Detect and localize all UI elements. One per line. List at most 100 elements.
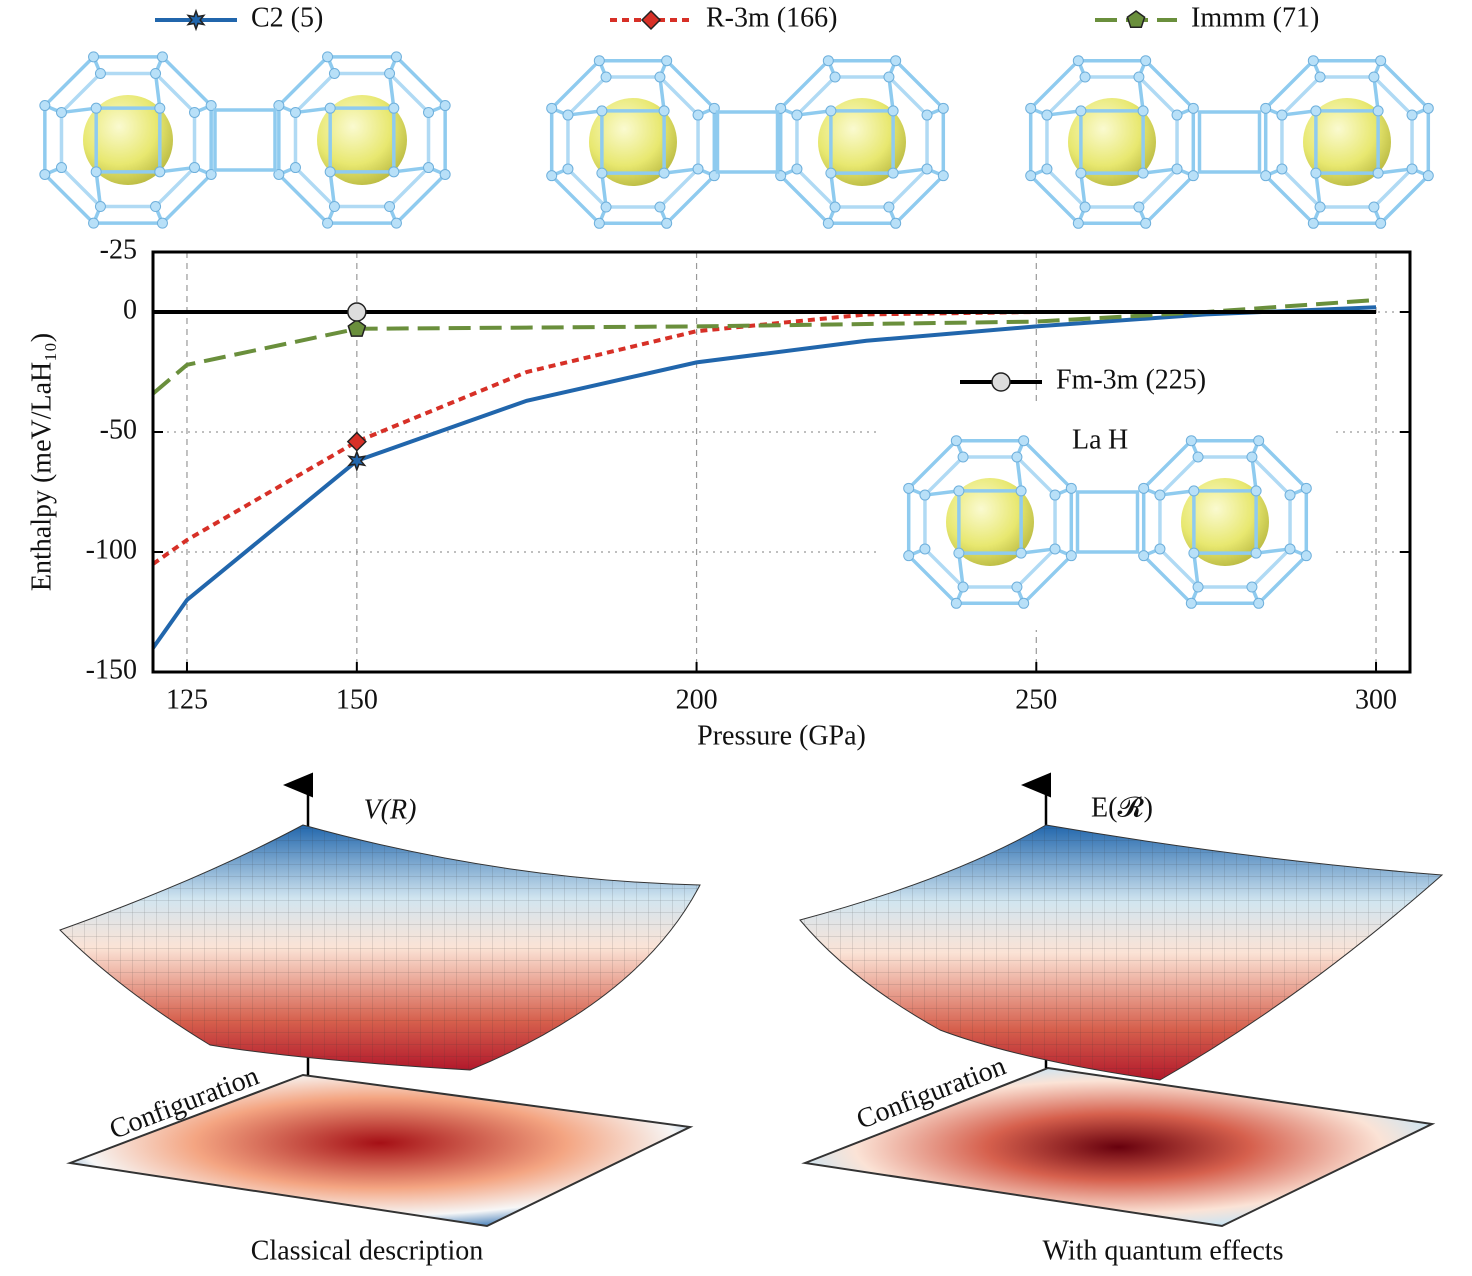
- cage-edge: [1159, 489, 1195, 497]
- h-atom: [1041, 163, 1053, 175]
- x-tick-label: 250: [1015, 684, 1057, 715]
- la-atom: [946, 478, 1034, 566]
- cage-edge: [658, 76, 666, 112]
- h-atom: [384, 201, 396, 213]
- marker: [346, 431, 367, 452]
- cage-edge: [159, 165, 195, 174]
- legend-label: Fm-3m (225): [1056, 364, 1206, 395]
- h-atom: [1276, 109, 1288, 121]
- h-atom: [1368, 71, 1380, 83]
- h-atom: [1406, 109, 1418, 121]
- cage-edge: [61, 106, 97, 115]
- h-atom: [890, 217, 902, 229]
- la-atom: [83, 95, 173, 185]
- axis-label: E(𝓡): [1091, 792, 1153, 823]
- h-atom: [1185, 597, 1197, 609]
- cage-edge: [1255, 547, 1291, 555]
- cage-edge: [796, 109, 832, 117]
- h-atom: [1072, 55, 1084, 67]
- cage-edge: [1015, 456, 1023, 492]
- h-atom: [1250, 547, 1262, 559]
- right-surface: [799, 772, 1444, 1228]
- x-tick-label: 200: [676, 684, 718, 715]
- h-atom: [94, 67, 106, 79]
- floor: [66, 1073, 694, 1228]
- h-atom: [546, 170, 558, 182]
- marker: [347, 449, 367, 472]
- cage-edge: [1020, 547, 1056, 555]
- h-atom: [654, 201, 666, 213]
- cage-edge: [94, 171, 103, 207]
- h-atom: [791, 163, 803, 175]
- h-atom: [1187, 102, 1199, 114]
- h-atom: [919, 543, 931, 555]
- h-atom: [1011, 451, 1023, 463]
- h-atom: [1133, 201, 1145, 213]
- h-atom: [825, 105, 837, 117]
- h-atom: [1015, 547, 1027, 559]
- cage-edge: [1079, 172, 1087, 208]
- h-atom: [1171, 109, 1183, 121]
- h-atom: [1253, 597, 1265, 609]
- h-atom: [661, 217, 673, 229]
- h-atom: [1260, 170, 1272, 182]
- h-atom: [1372, 167, 1384, 179]
- h-atom: [1307, 55, 1319, 67]
- h-atom: [887, 167, 899, 179]
- h-atom: [39, 168, 51, 180]
- h-atom: [156, 51, 168, 63]
- h-atom: [1041, 109, 1053, 121]
- h-atom: [1300, 482, 1312, 494]
- cage-edge: [1075, 490, 1140, 554]
- cage-edge: [567, 109, 603, 117]
- cage-edge: [1314, 172, 1322, 208]
- h-atom: [88, 217, 100, 229]
- cage-edge: [153, 73, 162, 109]
- h-atom: [600, 201, 612, 213]
- h-atom: [1018, 435, 1030, 447]
- h-atom: [921, 163, 933, 175]
- left-surface: [59, 772, 701, 1228]
- h-atom: [957, 451, 969, 463]
- h-atom: [388, 166, 400, 178]
- cage-edge: [387, 73, 396, 109]
- h-atom: [950, 597, 962, 609]
- h-atom: [273, 168, 285, 180]
- inset-label: H: [1108, 424, 1128, 455]
- h-atom: [546, 102, 558, 114]
- cage-edge: [892, 167, 928, 175]
- la-atom: [1181, 478, 1269, 566]
- h-atom: [1065, 550, 1077, 562]
- h-atom: [423, 162, 435, 174]
- cage-edge: [393, 165, 429, 174]
- la-atom: [1303, 98, 1391, 186]
- h-atom: [1140, 55, 1152, 67]
- h-atom: [1185, 435, 1197, 447]
- h-atom: [1253, 435, 1265, 447]
- h-atom: [953, 485, 965, 497]
- series-line: [151, 305, 1377, 650]
- y-tick-label: -150: [86, 654, 137, 685]
- h-atom: [600, 71, 612, 83]
- h-atom: [328, 201, 340, 213]
- h-atom: [1250, 485, 1262, 497]
- cage-edge: [1250, 456, 1258, 492]
- h-atom: [273, 100, 285, 112]
- legend-label: R-3m (166): [706, 2, 837, 33]
- la-atom: [317, 95, 407, 185]
- h-atom: [1072, 217, 1084, 229]
- legend-marker: [1126, 10, 1146, 29]
- h-atom: [390, 217, 402, 229]
- h-atom: [661, 55, 673, 67]
- y-tick-label: -100: [86, 534, 137, 565]
- h-atom: [1375, 217, 1387, 229]
- inset-label: La: [1072, 424, 1102, 455]
- h-atom: [937, 102, 949, 114]
- cage-edge: [924, 489, 960, 497]
- cage-edge: [957, 552, 965, 588]
- la-atom: [589, 98, 677, 186]
- h-atom: [205, 100, 217, 112]
- h-atom: [957, 581, 969, 593]
- plot-frame: [151, 250, 1412, 674]
- cage-edge: [887, 76, 895, 112]
